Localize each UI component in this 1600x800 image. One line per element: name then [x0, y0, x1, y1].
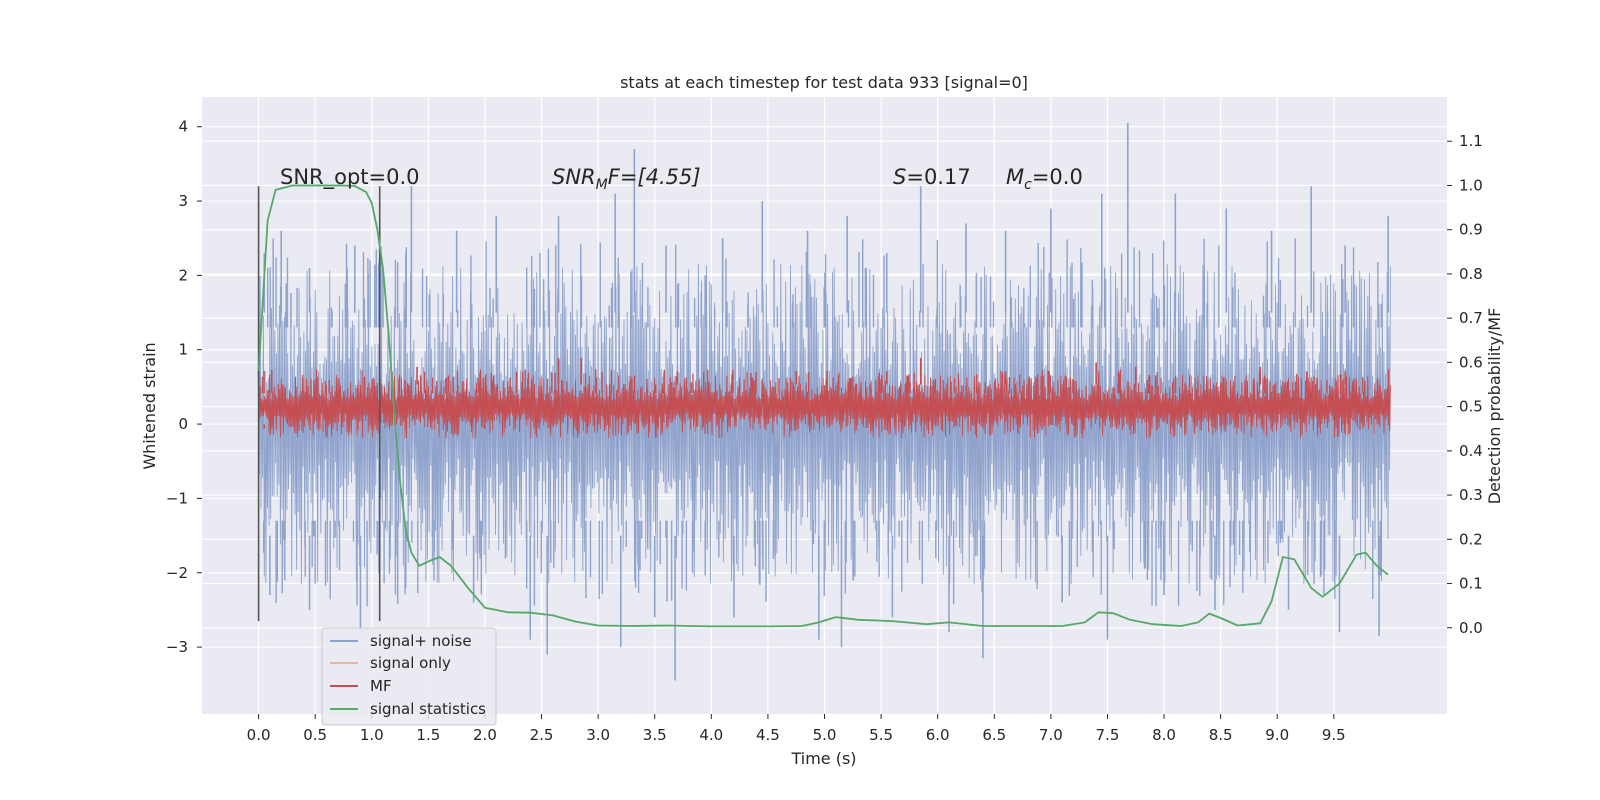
signal-statistics-series	[257, 184, 1389, 628]
y2-tick-label: 0.5	[1459, 398, 1483, 416]
x-tick-label: 5.5	[869, 726, 893, 744]
x-tick-label: 3.0	[586, 726, 610, 744]
y-axis-ticks: −3 −2 −1 0 1 2 3 4	[166, 118, 202, 656]
chart-title: stats at each timestep for test data 933…	[620, 73, 1028, 92]
x-tick-label: 9.5	[1322, 726, 1346, 744]
x-axis-label: Time (s)	[790, 749, 856, 768]
annotation-mc-sym: M	[1006, 165, 1024, 189]
y-tick-label: −3	[166, 638, 188, 656]
y2-tick-label: 0.1	[1459, 575, 1483, 593]
x-tick-label: 6.0	[926, 726, 950, 744]
y-axis-label: Whitened strain	[140, 342, 159, 469]
annotation-mc-val: =0.0	[1032, 165, 1083, 189]
annotation-s-sym: S	[893, 165, 906, 189]
annotation-snr-mf-base: SNR	[552, 165, 596, 189]
legend-label-signal-statistics: signal statistics	[370, 700, 486, 718]
annotation-mc-sub: c	[1024, 177, 1032, 193]
x-tick-label: 0.0	[247, 726, 271, 744]
annotation-s: S=0.17	[893, 165, 971, 189]
y2-tick-label: 0.4	[1459, 442, 1483, 460]
y2-axis-label: Detection probability/MF	[1485, 308, 1504, 505]
x-tick-label: 4.5	[756, 726, 780, 744]
legend-label-signal-only: signal only	[370, 654, 451, 672]
x-tick-label: 2.0	[473, 726, 497, 744]
x-tick-label: 5.0	[813, 726, 837, 744]
y-tick-label: −2	[166, 564, 188, 582]
y-tick-label: 2	[178, 266, 188, 284]
legend: signal+ noise signal only MF signal stat…	[321, 627, 497, 726]
x-tick-label: 7.5	[1096, 726, 1120, 744]
mf-series	[257, 357, 1391, 439]
y2-tick-label: 0.0	[1459, 619, 1483, 637]
x-tick-label: 6.5	[982, 726, 1006, 744]
x-tick-label: 7.0	[1039, 726, 1063, 744]
mf-line	[258, 374, 1391, 439]
legend-box	[321, 627, 497, 726]
y2-tick-label: 0.6	[1459, 353, 1483, 371]
y2-tick-label: 0.2	[1459, 530, 1483, 548]
x-tick-label: 1.5	[416, 726, 440, 744]
x-tick-label: 8.0	[1152, 726, 1176, 744]
legend-label-signal-noise: signal+ noise	[370, 632, 472, 650]
x-tick-label: 4.0	[699, 726, 723, 744]
vertical-markers	[257, 186, 381, 622]
annotation-s-val: =0.17	[906, 165, 970, 189]
y2-tick-label: 1.1	[1459, 132, 1483, 150]
y2-axis-ticks: 0.0 0.1 0.2 0.3 0.4 0.5 0.6 0.7 0.8 0.9 1.0 1.1	[1447, 132, 1483, 637]
x-tick-label: 9.0	[1265, 726, 1289, 744]
y-tick-label: 3	[178, 192, 188, 210]
annotation-snr-mf-sub: M	[596, 177, 608, 193]
y2-tick-label: 0.8	[1459, 265, 1483, 283]
y2-tick-label: 0.3	[1459, 486, 1483, 504]
annotation-snr-mf-f: F=[4.55]	[608, 165, 701, 189]
x-tick-label: 2.5	[530, 726, 554, 744]
legend-label-mf: MF	[370, 677, 392, 695]
y2-tick-label: 1.0	[1459, 176, 1483, 194]
y-tick-label: 0	[178, 415, 188, 433]
y-tick-label: 4	[178, 118, 188, 136]
annotation-mc: Mc=0.0	[1006, 165, 1083, 193]
y-tick-label: 1	[178, 341, 188, 359]
y2-tick-label: 0.9	[1459, 221, 1483, 239]
y2-tick-label: 0.7	[1459, 309, 1483, 327]
x-axis-ticks: 0.0 0.5 1.0 1.5 2.0 2.5 3.0 3.5 4.0 4.5 5.0 5.5 6.0 6…	[247, 714, 1346, 744]
signal-noise-series	[258, 123, 1391, 681]
annotation-snr-mf: SNRMF=[4.55]	[552, 165, 701, 193]
x-tick-label: 3.5	[643, 726, 667, 744]
x-tick-label: 0.5	[303, 726, 327, 744]
signal-statistics-line	[257, 184, 1389, 628]
x-tick-label: 1.0	[360, 726, 384, 744]
annotation-snr-opt: SNR_opt=0.0	[280, 165, 420, 190]
y-tick-label: −1	[166, 489, 188, 507]
x-tick-label: 8.5	[1209, 726, 1233, 744]
